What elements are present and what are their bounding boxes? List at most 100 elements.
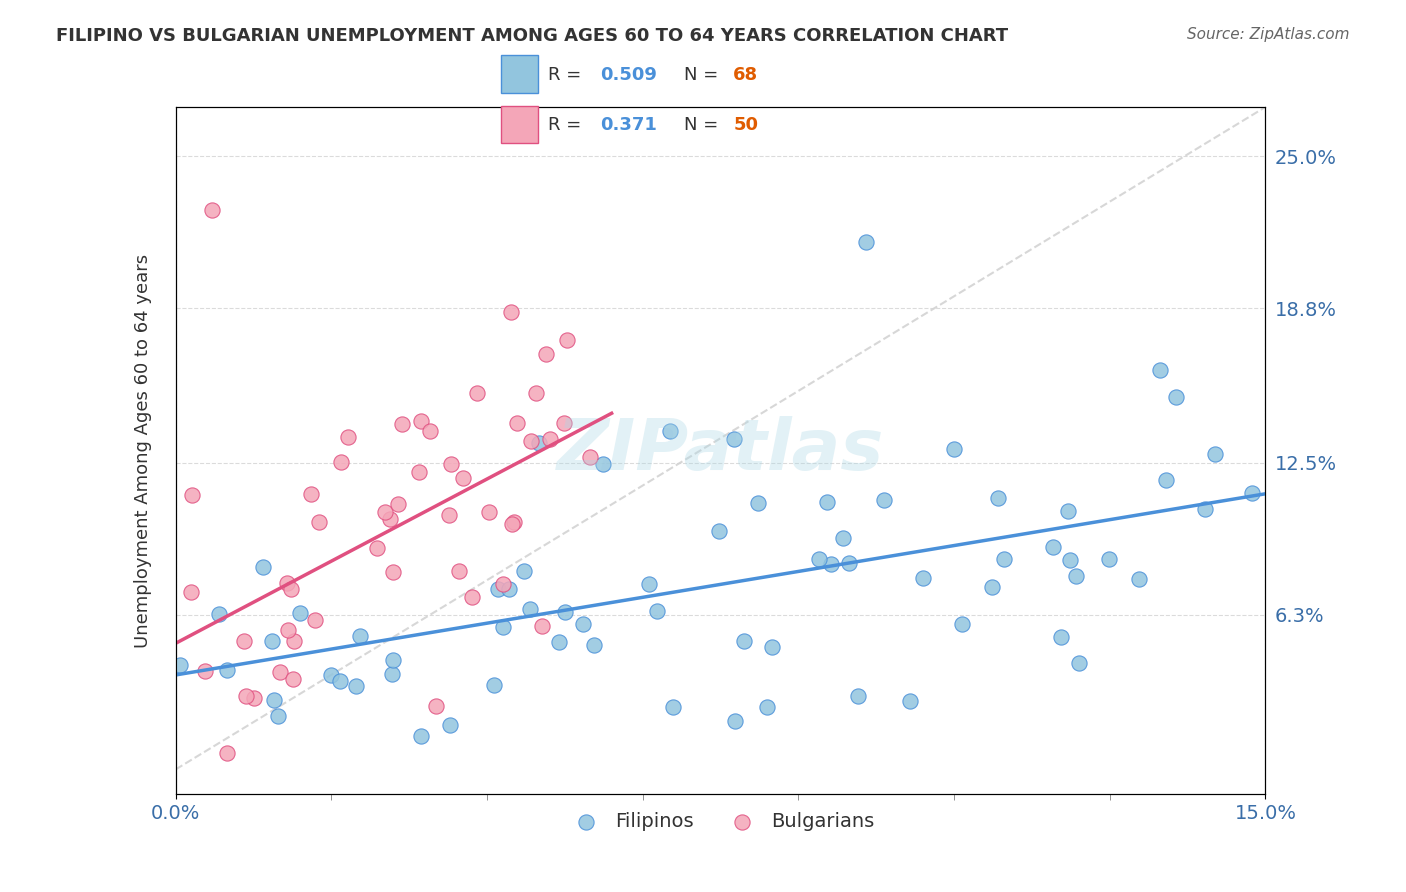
Bulgarians <box>492 577 515 591</box>
Text: 0.509: 0.509 <box>600 66 657 84</box>
Bulgarians <box>249 844 271 858</box>
Filipinos <box>807 552 830 566</box>
Filipinos <box>519 602 541 616</box>
Bulgarians <box>391 417 413 431</box>
Text: N =: N = <box>683 66 718 84</box>
Text: 0.371: 0.371 <box>600 116 657 134</box>
Filipinos <box>980 580 1002 594</box>
Bar <box>502 105 538 143</box>
Bulgarians <box>194 664 217 678</box>
Filipinos <box>723 432 745 446</box>
Bulgarians <box>304 613 326 627</box>
Filipinos <box>498 582 520 597</box>
Bulgarians <box>276 576 298 591</box>
Filipinos <box>1067 656 1090 670</box>
Filipinos <box>266 709 288 723</box>
Bulgarians <box>235 689 257 703</box>
Filipinos <box>662 700 685 714</box>
Filipinos <box>898 694 921 708</box>
Legend: Filipinos, Bulgarians: Filipinos, Bulgarians <box>558 805 883 839</box>
Filipinos <box>288 606 311 620</box>
Bulgarians <box>501 305 523 319</box>
Filipinos <box>344 679 367 693</box>
Filipinos <box>260 633 283 648</box>
Bulgarians <box>408 465 430 479</box>
Bulgarians <box>437 508 460 522</box>
Filipinos <box>1059 553 1081 567</box>
Filipinos <box>319 667 342 681</box>
Bulgarians <box>530 619 553 633</box>
Filipinos <box>486 582 509 596</box>
Filipinos <box>761 640 783 655</box>
Filipinos <box>832 531 855 545</box>
Filipinos <box>993 551 1015 566</box>
Filipinos <box>1064 568 1087 582</box>
Bulgarians <box>366 541 388 556</box>
Filipinos <box>755 700 778 714</box>
Bulgarians <box>501 517 523 532</box>
Filipinos <box>571 616 593 631</box>
Bulgarians <box>180 585 202 599</box>
Filipinos <box>1128 572 1150 586</box>
Filipinos <box>658 424 681 438</box>
Text: R =: R = <box>548 66 581 84</box>
Bulgarians <box>536 347 558 361</box>
Filipinos <box>554 605 576 619</box>
Filipinos <box>409 729 432 743</box>
Filipinos <box>838 556 860 570</box>
Filipinos <box>169 658 191 673</box>
Filipinos <box>943 442 966 456</box>
Bulgarians <box>280 582 302 596</box>
Bulgarians <box>283 634 305 648</box>
Text: ZIPatlas: ZIPatlas <box>557 416 884 485</box>
Bulgarians <box>277 623 299 637</box>
Filipinos <box>482 677 505 691</box>
Filipinos <box>349 628 371 642</box>
Bulgarians <box>329 455 352 469</box>
Bulgarians <box>538 433 561 447</box>
Filipinos <box>747 496 769 510</box>
Bulgarians <box>465 386 488 401</box>
Text: Source: ZipAtlas.com: Source: ZipAtlas.com <box>1187 27 1350 42</box>
Filipinos <box>1149 362 1171 376</box>
Text: FILIPINO VS BULGARIAN UNEMPLOYMENT AMONG AGES 60 TO 64 YEARS CORRELATION CHART: FILIPINO VS BULGARIAN UNEMPLOYMENT AMONG… <box>56 27 1008 45</box>
Filipinos <box>583 639 606 653</box>
Filipinos <box>911 571 934 585</box>
Filipinos <box>1154 473 1177 487</box>
Bulgarians <box>232 634 254 648</box>
Filipinos <box>733 634 755 648</box>
Bulgarians <box>380 512 402 526</box>
Bulgarians <box>425 699 447 714</box>
Filipinos <box>263 693 285 707</box>
Filipinos <box>527 436 550 450</box>
Filipinos <box>329 673 352 688</box>
Filipinos <box>1050 630 1073 644</box>
Filipinos <box>873 493 896 508</box>
Bulgarians <box>578 450 600 464</box>
Filipinos <box>1057 504 1080 518</box>
Bulgarians <box>374 505 396 519</box>
Bulgarians <box>201 203 224 218</box>
Filipinos <box>252 559 274 574</box>
Filipinos <box>1240 486 1263 500</box>
Filipinos <box>637 577 659 591</box>
Filipinos <box>820 557 842 571</box>
Filipinos <box>846 689 869 703</box>
Bulgarians <box>524 386 547 401</box>
Bulgarians <box>242 690 264 705</box>
Filipinos <box>492 620 515 634</box>
Filipinos <box>380 666 402 681</box>
Bulgarians <box>299 486 322 500</box>
Filipinos <box>950 617 973 632</box>
Text: N =: N = <box>683 116 718 134</box>
Y-axis label: Unemployment Among Ages 60 to 64 years: Unemployment Among Ages 60 to 64 years <box>134 253 152 648</box>
Bulgarians <box>336 430 359 444</box>
Bulgarians <box>478 505 501 519</box>
Filipinos <box>1194 502 1216 516</box>
Text: 68: 68 <box>734 66 758 84</box>
Bulgarians <box>449 564 471 578</box>
Filipinos <box>1204 447 1226 461</box>
Filipinos <box>815 494 838 508</box>
Filipinos <box>855 235 877 249</box>
Filipinos <box>548 635 571 649</box>
